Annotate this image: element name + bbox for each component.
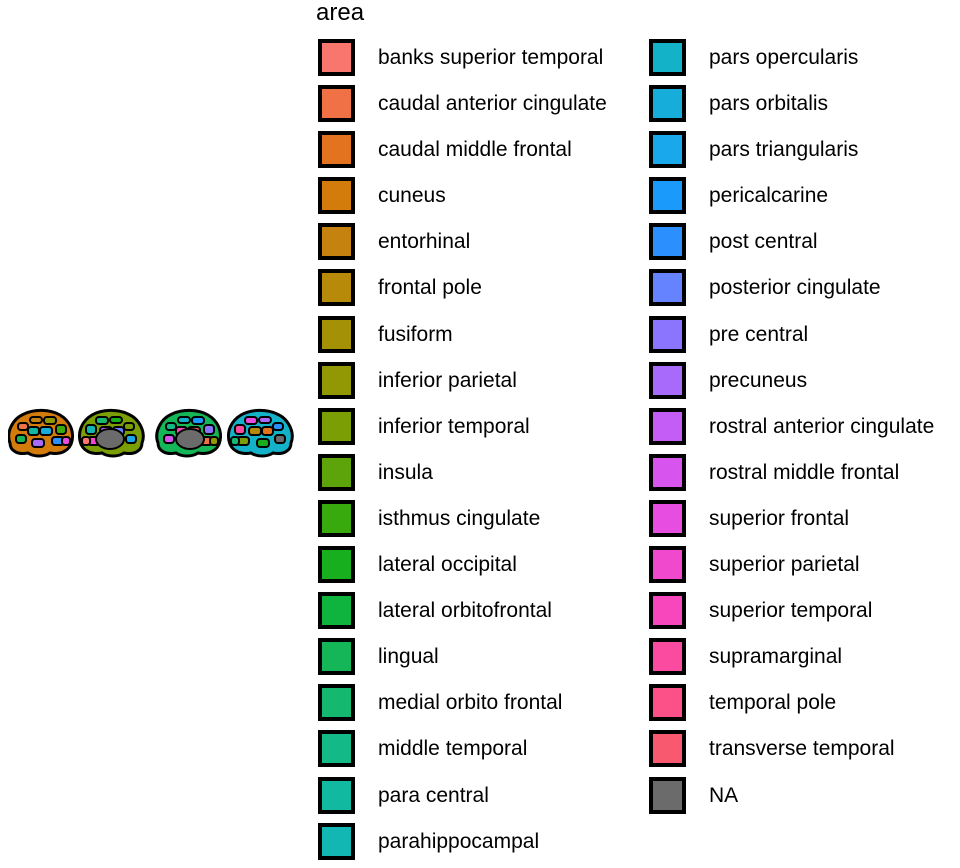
legend-swatch: [318, 85, 355, 122]
legend-label: parahippocampal: [378, 831, 539, 853]
legend-swatch: [649, 500, 686, 537]
legend-label: superior frontal: [709, 508, 849, 530]
legend-swatch: [649, 131, 686, 168]
legend-label: temporal pole: [709, 692, 836, 714]
legend-swatch: [318, 39, 355, 76]
brain-view: [80, 410, 144, 456]
legend-swatch: [649, 362, 686, 399]
legend-swatch: [318, 408, 355, 445]
legend-label: lateral occipital: [378, 554, 517, 576]
legend-label: lateral orbitofrontal: [378, 600, 552, 622]
legend-swatch: [649, 592, 686, 629]
legend-swatch: [318, 362, 355, 399]
brain-view: [157, 410, 221, 456]
legend-swatch: [649, 177, 686, 214]
legend-swatch: [649, 730, 686, 767]
legend-label: entorhinal: [378, 231, 470, 253]
legend-swatch: [318, 638, 355, 675]
legend-swatch: [318, 316, 355, 353]
legend-swatch: [318, 823, 355, 860]
legend-swatch: [649, 223, 686, 260]
legend-swatch: [318, 131, 355, 168]
legend-swatch: [318, 546, 355, 583]
legend-swatch: [318, 177, 355, 214]
legend-swatch: [649, 85, 686, 122]
legend-title: area: [316, 0, 364, 26]
brain-atlas-plot: [8, 400, 298, 462]
brain-view: [229, 410, 293, 456]
legend-swatch: [318, 592, 355, 629]
legend-label: frontal pole: [378, 277, 482, 299]
legend-label: pars opercularis: [709, 47, 858, 69]
legend-label: precuneus: [709, 370, 807, 392]
legend-label: para central: [378, 785, 489, 807]
legend-swatch: [318, 454, 355, 491]
legend-swatch: [649, 684, 686, 721]
legend-label: middle temporal: [378, 738, 527, 760]
legend-label: caudal anterior cingulate: [378, 93, 607, 115]
legend-swatch: [649, 638, 686, 675]
legend-label: pars orbitalis: [709, 93, 828, 115]
legend-label: transverse temporal: [709, 738, 895, 760]
legend-swatch: [318, 500, 355, 537]
legend-label: NA: [709, 785, 738, 807]
legend-label: posterior cingulate: [709, 277, 881, 299]
legend-label: cuneus: [378, 185, 446, 207]
brain-view: [9, 410, 73, 456]
legend-label: isthmus cingulate: [378, 508, 540, 530]
legend-label: superior temporal: [709, 600, 872, 622]
legend-label: pre central: [709, 324, 808, 346]
legend-label: rostral middle frontal: [709, 462, 899, 484]
legend-label: pericalcarine: [709, 185, 828, 207]
legend-swatch: [318, 730, 355, 767]
legend-label: inferior temporal: [378, 416, 530, 438]
legend-label: medial orbito frontal: [378, 692, 562, 714]
legend-label: banks superior temporal: [378, 47, 603, 69]
legend-swatch: [649, 546, 686, 583]
legend-label: rostral anterior cingulate: [709, 416, 934, 438]
legend-label: lingual: [378, 646, 439, 668]
legend-label: caudal middle frontal: [378, 139, 572, 161]
legend-swatch: [318, 269, 355, 306]
legend-label: superior parietal: [709, 554, 860, 576]
legend-swatch: [649, 408, 686, 445]
legend-swatch: [649, 269, 686, 306]
legend-swatch: [649, 316, 686, 353]
legend-swatch: [318, 777, 355, 814]
legend-label: fusiform: [378, 324, 453, 346]
legend-label: pars triangularis: [709, 139, 858, 161]
legend-label: supramarginal: [709, 646, 842, 668]
legend-swatch: [649, 454, 686, 491]
legend-label: inferior parietal: [378, 370, 517, 392]
legend-swatch: [649, 777, 686, 814]
legend-label: post central: [709, 231, 818, 253]
legend-swatch: [649, 39, 686, 76]
legend-swatch: [318, 684, 355, 721]
legend-swatch: [318, 223, 355, 260]
legend-label: insula: [378, 462, 433, 484]
